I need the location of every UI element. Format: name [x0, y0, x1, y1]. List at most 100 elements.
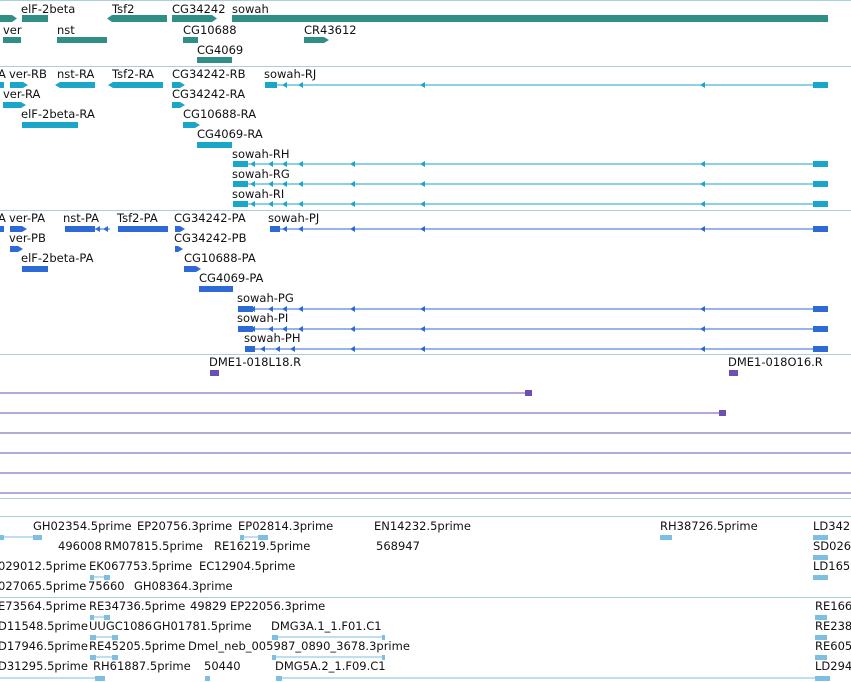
feature-block[interactable]	[183, 37, 198, 43]
exon-block[interactable]	[197, 142, 232, 148]
est-label[interactable]: 50440	[204, 659, 241, 673]
est-block[interactable]	[33, 535, 42, 540]
est-label[interactable]: RE605	[815, 639, 851, 653]
est-label[interactable]: 568947	[376, 539, 420, 553]
exon-block[interactable]	[813, 306, 828, 312]
protein-label[interactable]: CG34242-PB	[174, 231, 247, 245]
protein-label[interactable]: A	[0, 211, 6, 225]
feature-block[interactable]	[60, 82, 95, 88]
protein-label[interactable]: sowah-PI	[237, 311, 288, 325]
feature-block[interactable]	[22, 15, 48, 22]
gene-label[interactable]: ver	[3, 23, 22, 37]
est-label[interactable]: 496008	[58, 539, 102, 553]
est-block[interactable]	[95, 676, 105, 681]
est-label[interactable]: DMG5A.2_1.F09.C1	[275, 659, 386, 673]
gene-label[interactable]: elF-2beta	[21, 2, 75, 16]
protein-label[interactable]: sowah-PH	[244, 331, 301, 345]
exon-block[interactable]	[813, 201, 828, 207]
exon-block[interactable]	[233, 201, 248, 207]
est-block[interactable]	[112, 635, 118, 640]
est-block[interactable]	[240, 535, 244, 540]
exon-block[interactable]	[813, 82, 828, 88]
est-block[interactable]	[813, 575, 828, 580]
transcript-label[interactable]: CG34242-RB	[172, 67, 246, 81]
feature-block[interactable]	[112, 15, 167, 22]
est-label[interactable]: RM07815.5prime	[104, 539, 203, 553]
exon-block[interactable]	[65, 226, 95, 232]
est-block[interactable]	[90, 615, 94, 620]
est-label[interactable]: D31295.5prime	[0, 659, 88, 673]
est-block[interactable]	[382, 635, 385, 640]
gene-label[interactable]: CG34242	[172, 2, 226, 16]
exon-block[interactable]	[813, 181, 828, 187]
protein-label[interactable]: nst-PA	[63, 211, 99, 225]
est-block[interactable]	[104, 615, 110, 620]
feature-block[interactable]	[210, 370, 219, 376]
clone-end[interactable]	[719, 410, 726, 416]
feature-block[interactable]	[113, 82, 163, 88]
transcript-label[interactable]: CG4069-RA	[197, 127, 263, 141]
exon-block[interactable]	[245, 346, 255, 352]
est-block[interactable]	[276, 676, 282, 681]
gene-label[interactable]: CG4069	[197, 43, 243, 57]
feature-block[interactable]	[172, 15, 212, 22]
transcript-label[interactable]: sowah-RJ	[264, 67, 316, 81]
feature-block[interactable]	[0, 226, 4, 232]
feature-block[interactable]	[57, 37, 107, 43]
est-label[interactable]: LD165	[813, 559, 850, 573]
est-block[interactable]	[112, 655, 118, 660]
est-label[interactable]: 75660	[88, 579, 125, 593]
gene-label[interactable]: Tsf2	[111, 2, 134, 16]
est-block[interactable]	[815, 615, 827, 620]
est-label[interactable]: 027065.5prime	[0, 579, 86, 593]
transcript-label[interactable]: sowah-RG	[232, 167, 290, 181]
protein-label[interactable]: sowah-PG	[237, 291, 294, 305]
protein-label[interactable]: CG10688-PA	[184, 251, 256, 265]
est-label[interactable]: EC12904.5prime	[199, 559, 295, 573]
est-label[interactable]: D11548.5prime	[0, 619, 88, 633]
feature-block[interactable]	[172, 82, 180, 88]
est-label[interactable]: GH01781.5prime	[153, 619, 252, 633]
exon-block[interactable]	[813, 226, 828, 232]
est-label[interactable]: E73564.5prime	[0, 599, 86, 613]
feature-block[interactable]	[10, 82, 23, 88]
transcript-label[interactable]: ver-RB	[9, 67, 47, 81]
est-label[interactable]: RE34736.5prime	[89, 599, 185, 613]
est-block[interactable]	[90, 635, 96, 640]
est-label[interactable]: RE16219.5prime	[214, 539, 310, 553]
gene-label[interactable]: CG10688	[183, 23, 237, 37]
protein-label[interactable]: sowah-PJ	[268, 211, 319, 225]
exon-block[interactable]	[270, 226, 280, 232]
transcript-label[interactable]: CG10688-RA	[183, 107, 256, 121]
est-block[interactable]	[90, 655, 96, 660]
est-block[interactable]	[382, 655, 385, 660]
est-label[interactable]: GH02354.5prime	[33, 519, 132, 533]
transcript-label[interactable]: Tsf2-RA	[111, 67, 154, 81]
est-label[interactable]: EP02814.3prime	[238, 519, 333, 533]
protein-label[interactable]: CG34242-PA	[174, 211, 246, 225]
est-block[interactable]	[813, 555, 828, 560]
transcript-label[interactable]: CG34242-RA	[172, 87, 245, 101]
est-block[interactable]	[813, 535, 828, 540]
est-block[interactable]	[90, 575, 94, 580]
feature-block[interactable]	[183, 122, 195, 128]
est-label[interactable]: EP22056.3prime	[230, 599, 325, 613]
est-label[interactable]: RH61887.5prime	[93, 659, 191, 673]
est-label[interactable]: RE238	[815, 619, 851, 633]
est-label[interactable]: RE166	[815, 599, 851, 613]
clone-label[interactable]: DME1-018L18.R	[209, 355, 301, 369]
protein-label[interactable]: elF-2beta-PA	[21, 251, 94, 265]
exon-block[interactable]	[813, 326, 828, 332]
exon-block[interactable]	[813, 161, 828, 167]
exon-block[interactable]	[233, 161, 248, 167]
est-label[interactable]: 029012.5prime	[0, 559, 86, 573]
est-block[interactable]	[815, 635, 827, 640]
est-block[interactable]	[815, 655, 827, 660]
est-label[interactable]: D17946.5prime	[0, 639, 88, 653]
transcript-label[interactable]: nst-RA	[57, 67, 94, 81]
feature-block[interactable]	[10, 226, 22, 232]
exon-block[interactable]	[238, 306, 253, 312]
est-block[interactable]	[104, 575, 110, 580]
transcript-label[interactable]: ver-RA	[3, 87, 41, 101]
